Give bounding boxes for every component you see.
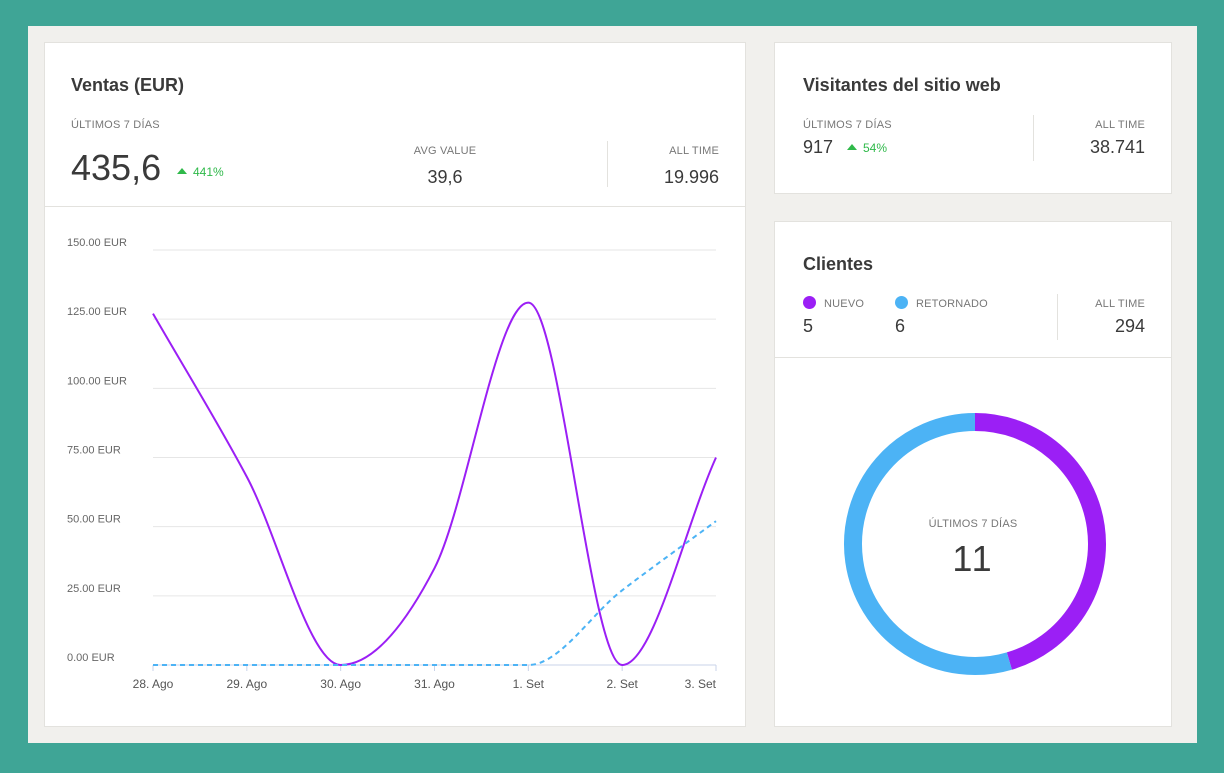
divider — [775, 357, 1171, 358]
legend-new[interactable]: NUEVO 5 — [803, 296, 864, 337]
sales-avg-value: 39,6 — [427, 167, 463, 187]
sales-line-chart: 0.00 EUR 25.00 EUR 50.00 EUR 75.00 EUR 100.0… — [67, 237, 717, 691]
x-tick-label: 1. Set — [513, 677, 545, 691]
visitors-alltime-label: ALL TIME — [1095, 119, 1145, 131]
sales-value: 435,6 — [71, 147, 162, 188]
visitors-change: 54% — [847, 141, 887, 155]
x-tick-label: 29. Ago — [226, 677, 267, 691]
divider — [1057, 294, 1058, 340]
up-arrow-icon — [847, 144, 857, 150]
clients-alltime-value: 294 — [1114, 316, 1145, 336]
legend-new-value: 5 — [803, 316, 814, 336]
x-tick-label: 30. Ago — [320, 677, 361, 691]
sales-alltime: ALL TIME 19.996 — [664, 145, 719, 188]
clients-alltime: ALL TIME 294 — [1095, 298, 1145, 337]
sales-avg-label: AVG VALUE — [413, 145, 477, 157]
visitors-alltime: ALL TIME 38.741 — [1090, 119, 1145, 158]
sales-period-label: ÚLTIMOS 7 DÍAS — [71, 119, 160, 131]
y-tick-label: 75.00 EUR — [67, 445, 121, 457]
donut-center-value: 11 — [952, 538, 994, 579]
x-tick-label: 2. Set — [606, 677, 638, 691]
up-arrow-icon — [177, 168, 187, 174]
sales-card: Ventas (EUR) ÚLTIMOS 7 DÍAS 435,6 441% A… — [44, 42, 746, 727]
donut-slice-1[interactable] — [844, 413, 1012, 675]
visitors-alltime-value: 38.741 — [1089, 137, 1145, 157]
sales-change: 441% — [177, 165, 224, 179]
clients-donut-chart — [844, 413, 1106, 675]
donut-center-label: ÚLTIMOS 7 DÍAS — [928, 518, 1018, 530]
returning-dot-icon — [895, 296, 908, 309]
sales-alltime-label: ALL TIME — [669, 145, 719, 157]
visitors-change-value: 54% — [863, 141, 888, 155]
sales-alltime-value: 19.996 — [663, 167, 719, 187]
clients-card: Clientes NUEVO 5 RETORNADO 6 ALL TIME 29… — [774, 221, 1172, 727]
new-dot-icon — [803, 296, 816, 309]
donut-slice-0[interactable] — [974, 413, 1106, 670]
sales-avg: AVG VALUE 39,6 — [385, 145, 505, 188]
y-tick-label: 0.00 EUR — [67, 652, 115, 664]
visitors-title: Visitantes del sitio web — [803, 75, 1001, 95]
series-line-1 — [152, 520, 717, 667]
y-tick-label: 25.00 EUR — [67, 583, 121, 595]
sales-change-value: 441% — [193, 165, 224, 179]
dashboard-canvas: Ventas (EUR) ÚLTIMOS 7 DÍAS 435,6 441% A… — [28, 26, 1197, 743]
legend-returning[interactable]: RETORNADO 6 — [895, 296, 988, 337]
visitors-value: 917 — [803, 137, 834, 157]
x-tick-label: 3. Set — [685, 677, 717, 691]
divider — [45, 206, 745, 207]
clients-title: Clientes — [803, 254, 874, 274]
y-tick-label: 150.00 EUR — [67, 237, 127, 249]
y-tick-label: 125.00 EUR — [67, 306, 127, 318]
legend-returning-value: 6 — [895, 316, 906, 336]
legend-new-label: NUEVO — [824, 298, 865, 310]
donut-center: ÚLTIMOS 7 DÍAS 11 — [775, 518, 1171, 580]
y-tick-label: 100.00 EUR — [67, 375, 127, 387]
legend-returning-label: RETORNADO — [916, 298, 988, 310]
x-tick-label: 31. Ago — [414, 677, 455, 691]
clients-alltime-label: ALL TIME — [1095, 298, 1145, 310]
y-tick-label: 50.00 EUR — [67, 514, 121, 526]
divider — [607, 141, 608, 187]
x-tick-label: 28. Ago — [133, 677, 174, 691]
visitors-card: Visitantes del sitio web ÚLTIMOS 7 DÍAS … — [774, 42, 1172, 194]
series-line-0 — [152, 301, 717, 667]
divider — [1033, 115, 1034, 161]
visitors-period-label: ÚLTIMOS 7 DÍAS — [803, 119, 892, 131]
sales-title: Ventas (EUR) — [71, 75, 185, 95]
